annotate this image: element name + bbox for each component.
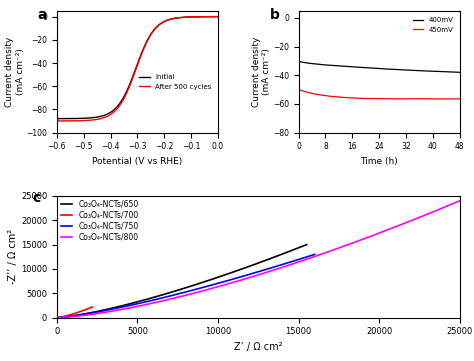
Initial xyxy=(127,82,133,86)
450mV xyxy=(445,97,451,101)
X-axis label: Time (h): Time (h) xyxy=(360,157,398,166)
Co₃O₄-NCTs/800 xyxy=(293,261,299,265)
Co₃O₄-NCTs/700 xyxy=(84,307,90,311)
Y-axis label: Current density
(mA cm⁻²): Current density (mA cm⁻²) xyxy=(252,36,272,107)
Y-axis label: -Z’’ / Ω cm²: -Z’’ / Ω cm² xyxy=(8,229,18,284)
Co₃O₄-NCTs/650 xyxy=(281,252,286,256)
Co₃O₄-NCTs/700 xyxy=(90,305,95,309)
Co₃O₄-NCTs/750 xyxy=(56,316,62,320)
Co₃O₄-NCTs/650 xyxy=(304,243,310,247)
Co₃O₄-NCTs/650 xyxy=(264,257,270,262)
Text: c: c xyxy=(33,191,41,205)
After 500 cycles xyxy=(215,14,221,19)
Co₃O₄-NCTs/650 xyxy=(207,278,213,282)
Legend: 400mV, 450mV: 400mV, 450mV xyxy=(410,14,456,35)
450mV xyxy=(424,97,430,101)
Initial xyxy=(95,115,101,119)
Co₃O₄-NCTs/800 xyxy=(294,260,300,265)
Co₃O₄-NCTs/750 xyxy=(55,316,61,320)
After 500 cycles xyxy=(127,83,133,88)
Line: Co₃O₄-NCTs/700: Co₃O₄-NCTs/700 xyxy=(58,307,92,318)
400mV xyxy=(457,70,463,74)
400mV xyxy=(406,68,412,72)
Line: After 500 cycles: After 500 cycles xyxy=(57,17,218,121)
400mV xyxy=(361,65,366,70)
Line: Co₃O₄-NCTs/750: Co₃O₄-NCTs/750 xyxy=(58,255,315,318)
After 500 cycles xyxy=(175,16,181,20)
Initial xyxy=(149,31,155,35)
After 500 cycles xyxy=(54,119,60,123)
Line: Co₃O₄-NCTs/800: Co₃O₄-NCTs/800 xyxy=(58,201,460,318)
Co₃O₄-NCTs/800 xyxy=(301,258,307,262)
Line: 450mV: 450mV xyxy=(299,90,460,99)
Co₃O₄-NCTs/750 xyxy=(312,252,318,257)
Text: b: b xyxy=(270,8,280,22)
Line: Initial: Initial xyxy=(57,17,218,119)
Co₃O₄-NCTs/700 xyxy=(75,310,81,314)
Co₃O₄-NCTs/800 xyxy=(56,316,62,320)
450mV xyxy=(406,97,412,101)
450mV xyxy=(457,97,463,101)
Legend: Co₃O₄-NCTs/650, Co₃O₄-NCTs/700, Co₃O₄-NCTs/750, Co₃O₄-NCTs/800: Co₃O₄-NCTs/650, Co₃O₄-NCTs/700, Co₃O₄-NC… xyxy=(61,200,138,242)
Co₃O₄-NCTs/700 xyxy=(86,306,92,310)
Co₃O₄-NCTs/650 xyxy=(55,316,61,320)
Co₃O₄-NCTs/750 xyxy=(212,282,218,286)
Co₃O₄-NCTs/650 xyxy=(203,279,209,283)
450mV xyxy=(296,87,301,92)
After 500 cycles xyxy=(149,31,155,35)
450mV xyxy=(361,96,366,101)
Co₃O₄-NCTs/750 xyxy=(288,260,293,264)
Co₃O₄-NCTs/750 xyxy=(208,283,214,287)
Co₃O₄-NCTs/700 xyxy=(55,316,61,320)
Co₃O₄-NCTs/800 xyxy=(55,316,61,320)
Co₃O₄-NCTs/700 xyxy=(75,310,81,314)
After 500 cycles xyxy=(95,117,101,121)
400mV xyxy=(367,66,373,70)
Co₃O₄-NCTs/700 xyxy=(55,316,61,320)
Co₃O₄-NCTs/700 xyxy=(76,310,82,314)
400mV xyxy=(296,59,301,63)
After 500 cycles xyxy=(162,19,167,24)
Co₃O₄-NCTs/800 xyxy=(394,224,400,229)
Initial xyxy=(82,116,88,120)
X-axis label: Z’ / Ω cm²: Z’ / Ω cm² xyxy=(234,342,283,352)
400mV xyxy=(424,69,430,73)
400mV xyxy=(421,69,427,73)
Co₃O₄-NCTs/750 xyxy=(207,283,213,288)
Initial xyxy=(215,14,221,19)
Co₃O₄-NCTs/750 xyxy=(272,265,277,269)
450mV xyxy=(312,92,318,96)
X-axis label: Potential (V vs RHE): Potential (V vs RHE) xyxy=(92,157,182,166)
Co₃O₄-NCTs/800 xyxy=(419,214,425,218)
Co₃O₄-NCTs/800 xyxy=(457,199,463,203)
Co₃O₄-NCTs/650 xyxy=(202,279,208,284)
Initial xyxy=(175,16,181,20)
450mV xyxy=(367,96,373,101)
Co₃O₄-NCTs/650 xyxy=(55,316,61,320)
Line: Co₃O₄-NCTs/650: Co₃O₄-NCTs/650 xyxy=(58,245,307,318)
Text: a: a xyxy=(37,8,47,22)
Line: 400mV: 400mV xyxy=(299,61,460,72)
450mV xyxy=(421,97,427,101)
Y-axis label: Current density
(mA cm⁻²): Current density (mA cm⁻²) xyxy=(6,36,25,107)
After 500 cycles xyxy=(82,118,88,123)
400mV xyxy=(312,62,318,66)
Initial xyxy=(54,117,60,121)
Initial xyxy=(162,19,167,23)
Legend: Initial, After 500 cycles: Initial, After 500 cycles xyxy=(137,71,215,92)
